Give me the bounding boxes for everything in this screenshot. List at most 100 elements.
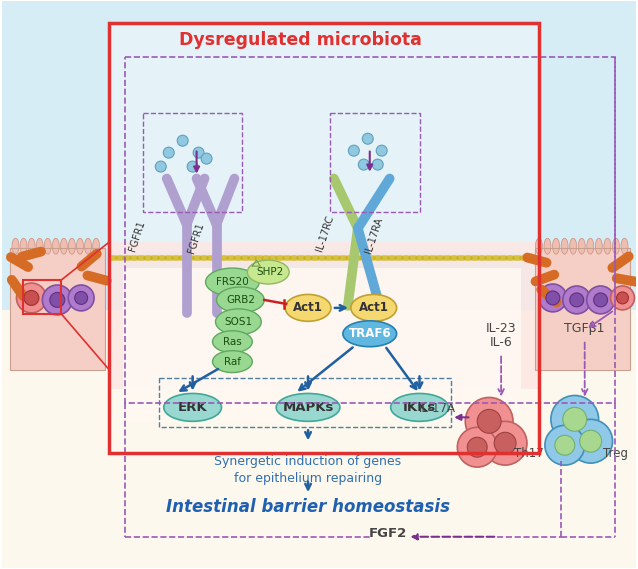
- Text: ERK: ERK: [178, 401, 207, 414]
- Bar: [109, 23, 539, 453]
- Ellipse shape: [52, 238, 59, 254]
- Text: IL-17RA: IL-17RA: [363, 216, 384, 254]
- Text: IL-17RC: IL-17RC: [315, 213, 336, 252]
- Ellipse shape: [75, 291, 87, 304]
- Ellipse shape: [546, 291, 560, 305]
- Ellipse shape: [24, 290, 39, 306]
- Ellipse shape: [612, 238, 619, 254]
- Ellipse shape: [561, 238, 568, 254]
- Text: FGFR1: FGFR1: [186, 221, 205, 254]
- Text: Act1: Act1: [293, 302, 323, 315]
- Ellipse shape: [12, 238, 19, 254]
- Text: FGF2: FGF2: [369, 527, 407, 540]
- Text: Synergetic induction of genes
for epithelium repairing: Synergetic induction of genes for epithe…: [214, 455, 401, 485]
- Ellipse shape: [276, 394, 340, 421]
- Bar: [123, 268, 521, 422]
- Ellipse shape: [177, 135, 188, 146]
- Text: Treg: Treg: [603, 447, 628, 460]
- Ellipse shape: [372, 159, 383, 170]
- Ellipse shape: [551, 395, 598, 443]
- Bar: [109, 242, 539, 390]
- Ellipse shape: [539, 284, 567, 312]
- Text: Act1: Act1: [359, 302, 389, 315]
- Ellipse shape: [61, 238, 68, 254]
- Ellipse shape: [85, 238, 91, 254]
- Ellipse shape: [535, 238, 542, 254]
- Bar: [330, 113, 420, 212]
- Text: Dysregulated microbiota: Dysregulated microbiota: [179, 31, 422, 49]
- Ellipse shape: [465, 397, 513, 445]
- Bar: [1, 310, 637, 568]
- Text: Raf: Raf: [224, 357, 241, 366]
- Ellipse shape: [467, 437, 487, 457]
- Ellipse shape: [17, 283, 47, 313]
- Ellipse shape: [563, 286, 591, 314]
- Ellipse shape: [570, 238, 577, 254]
- Text: IL-23: IL-23: [486, 321, 516, 335]
- Ellipse shape: [343, 321, 397, 347]
- Ellipse shape: [201, 153, 212, 164]
- Ellipse shape: [285, 294, 331, 321]
- Ellipse shape: [555, 435, 575, 455]
- Ellipse shape: [77, 238, 84, 254]
- Ellipse shape: [553, 238, 560, 254]
- Bar: [159, 378, 451, 427]
- Text: SHP2: SHP2: [256, 267, 284, 277]
- Ellipse shape: [36, 238, 43, 254]
- Ellipse shape: [362, 133, 373, 144]
- Ellipse shape: [595, 238, 602, 254]
- Text: TRAF6: TRAF6: [348, 327, 391, 340]
- Ellipse shape: [587, 238, 594, 254]
- Ellipse shape: [163, 147, 174, 158]
- Bar: [10, 248, 105, 370]
- Text: SOS1: SOS1: [225, 317, 253, 327]
- Ellipse shape: [376, 145, 387, 156]
- Ellipse shape: [616, 292, 628, 304]
- Text: TGFβ1: TGFβ1: [565, 321, 605, 335]
- Text: IL-17A: IL-17A: [419, 402, 456, 415]
- Text: Th17: Th17: [514, 447, 544, 460]
- Ellipse shape: [580, 430, 602, 452]
- Ellipse shape: [50, 292, 64, 307]
- Text: FRS20: FRS20: [216, 277, 249, 287]
- Ellipse shape: [193, 147, 204, 158]
- Bar: [10, 248, 105, 370]
- Ellipse shape: [212, 351, 252, 373]
- Ellipse shape: [587, 286, 614, 314]
- Ellipse shape: [216, 287, 264, 313]
- Ellipse shape: [93, 238, 100, 254]
- Ellipse shape: [68, 238, 75, 254]
- Bar: [143, 113, 242, 212]
- Bar: [535, 248, 630, 370]
- Ellipse shape: [568, 419, 612, 463]
- Text: FGFR1: FGFR1: [127, 219, 147, 252]
- Bar: [535, 248, 630, 370]
- Ellipse shape: [212, 331, 252, 353]
- Bar: [109, 23, 539, 252]
- Ellipse shape: [578, 238, 585, 254]
- Ellipse shape: [483, 421, 527, 465]
- Ellipse shape: [563, 407, 587, 431]
- Ellipse shape: [351, 294, 397, 321]
- Ellipse shape: [187, 161, 198, 172]
- Ellipse shape: [544, 238, 551, 254]
- Ellipse shape: [216, 309, 262, 335]
- Ellipse shape: [248, 260, 289, 284]
- Ellipse shape: [205, 268, 259, 296]
- Ellipse shape: [593, 293, 607, 307]
- Ellipse shape: [611, 286, 634, 310]
- Ellipse shape: [545, 425, 584, 465]
- Ellipse shape: [164, 394, 221, 421]
- Ellipse shape: [494, 432, 516, 454]
- Ellipse shape: [155, 161, 167, 172]
- Ellipse shape: [20, 238, 27, 254]
- Text: GRB2: GRB2: [226, 295, 255, 305]
- Ellipse shape: [28, 238, 35, 254]
- Text: IL-6: IL-6: [490, 336, 512, 349]
- Text: IKKs: IKKs: [403, 401, 436, 414]
- Ellipse shape: [42, 285, 72, 315]
- Bar: [125, 57, 614, 403]
- Ellipse shape: [359, 159, 369, 170]
- Ellipse shape: [621, 238, 628, 254]
- Ellipse shape: [348, 145, 359, 156]
